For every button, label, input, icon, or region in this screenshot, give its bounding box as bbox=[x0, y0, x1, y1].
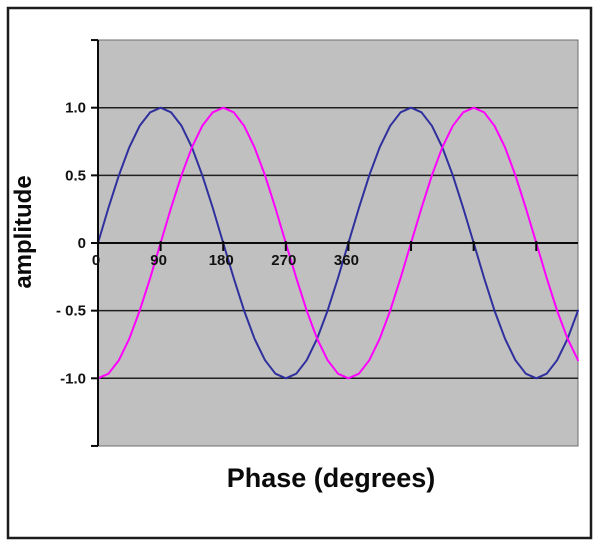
y-axis-tick-marks bbox=[91, 39, 98, 447]
series-line-sine-shifted bbox=[97, 106, 579, 380]
x-tick-label: 90 bbox=[150, 252, 167, 269]
x-tick-label: 360 bbox=[334, 252, 359, 269]
x-axis-tick-labels: 0 90 180 270 360 bbox=[92, 252, 359, 269]
data-series bbox=[97, 106, 579, 380]
x-axis-title: Phase (degrees) bbox=[227, 463, 436, 493]
x-tick-label: 180 bbox=[209, 252, 234, 269]
x-tick-label: 270 bbox=[271, 252, 296, 269]
chart-frame bbox=[6, 6, 593, 540]
x-tick-label: 0 bbox=[92, 252, 100, 269]
y-axis-title: amplitude bbox=[10, 175, 37, 288]
y-tick-label: - 0.5 bbox=[56, 303, 86, 320]
y-tick-label: 1.0 bbox=[65, 100, 86, 117]
series-line-sine bbox=[97, 106, 579, 380]
y-tick-label: 0 bbox=[78, 235, 86, 252]
y-axis-tick-labels: 1.0 0.5 0 - 0.5 -1.0 bbox=[56, 100, 86, 388]
x-axis-tick-marks bbox=[97, 241, 538, 251]
y-tick-label: -1.0 bbox=[60, 370, 86, 387]
y-tick-label: 0.5 bbox=[65, 167, 86, 184]
